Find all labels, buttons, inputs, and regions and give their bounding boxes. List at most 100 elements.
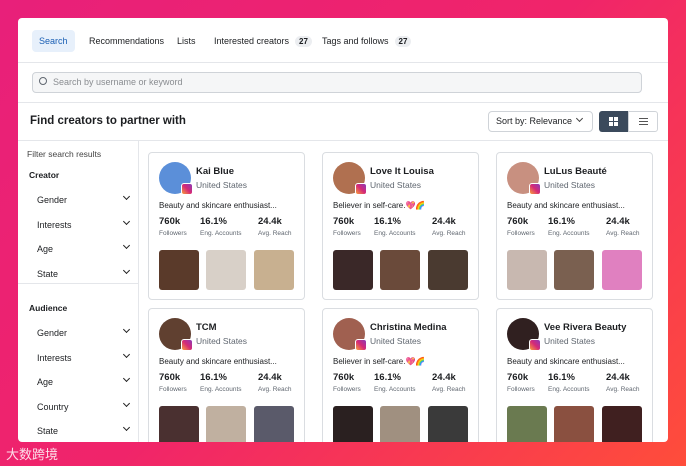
stat-value: 24.4k [432,372,456,383]
icon-line [639,121,648,122]
chevron [575,114,584,123]
stat-value: 24.4k [606,216,630,227]
post-thumbnail[interactable] [206,250,246,290]
creator-name: TCM [196,322,217,333]
creator-card[interactable]: TCM United States Beauty and skincare enth… [148,308,305,442]
tab[interactable]: Interested creators 27 [207,30,319,52]
icon-square [609,117,613,121]
creator-card[interactable]: Vee Rivera Beauty United States Beauty and… [496,308,653,442]
filter-item[interactable]: State [18,422,138,440]
instagram-badge [529,183,541,195]
divider [18,62,668,63]
filter-label: State [37,268,59,279]
watermark: 大数跨境 [6,447,59,462]
creator-bio: Beauty and skincare enthusiast... [159,357,277,366]
icon-square [609,122,613,126]
section-title: Creator [29,170,60,180]
search-placeholder: Search by username or keyword [53,77,183,87]
instagram-badge [181,183,193,195]
stat-value: 760k [333,216,355,227]
instagram-badge [181,339,193,351]
search-icon [39,77,47,85]
instagram-badge [355,339,367,351]
chevron [122,374,131,383]
creator-card[interactable]: LuLus Beauté United States Beauty and skin… [496,152,653,300]
stat-value: 16.1% [374,372,401,383]
post-thumbnail[interactable] [554,250,594,290]
list-view-button[interactable] [628,111,658,132]
creator-country: United States [544,180,596,190]
post-thumbnail[interactable] [206,406,246,442]
chevron [122,350,131,358]
post-thumbnail[interactable] [380,250,420,290]
creator-name: LuLus Beauté [544,166,607,177]
chevron [122,217,131,225]
creator-name: Kai Blue [196,166,235,177]
creator-card[interactable]: Kai Blue United States Beauty and skincare… [148,152,305,300]
filter-item[interactable]: Age [18,373,138,391]
stat-label: Avg. Reach [432,230,466,237]
tab[interactable]: Recommendations [82,30,171,52]
creator-card[interactable]: Love It Louisa United States Believer in s… [322,152,479,300]
post-thumbnail[interactable] [254,406,294,442]
tab[interactable]: Lists [170,30,203,52]
icon-square [614,122,618,126]
stat-value: 24.4k [258,372,282,383]
filter-item[interactable]: State [18,265,138,283]
stat-label: Eng. Accounts [548,386,590,393]
post-thumbnail[interactable] [333,250,373,290]
divider [18,102,668,103]
filter-item[interactable]: Age [18,240,138,258]
search-box[interactable]: Search by username or keyword [32,72,642,93]
creator-country: United States [370,180,422,190]
icon-line [639,124,648,125]
creator-bio: Beauty and skincare enthusiast... [159,201,277,210]
filter-item[interactable]: Gender [18,324,138,342]
post-thumbnail[interactable] [428,250,468,290]
creator-country: United States [544,336,596,346]
tab-count: 27 [394,36,412,47]
post-thumbnail[interactable] [380,406,420,442]
stat-label: Avg. Reach [606,230,640,237]
stat-value: 760k [159,372,181,383]
stat-value: 24.4k [432,216,456,227]
post-thumbnail[interactable] [159,406,199,442]
filter-label: Age [37,377,54,387]
tab-label: Interested creators [214,36,290,46]
stat-label: Eng. Accounts [374,230,416,237]
post-thumbnail[interactable] [602,250,642,290]
tab-label: Recommendations [89,36,165,46]
instagram-badge [529,339,541,351]
stat-label: Followers [333,386,361,393]
post-thumbnail[interactable] [254,250,294,290]
stat-value: 16.1% [200,216,227,227]
filter-item[interactable]: Interests [18,349,138,367]
stat-value: 16.1% [374,216,401,227]
filter-item[interactable]: Country [18,398,138,416]
post-thumbnail[interactable] [507,406,547,442]
creator-card[interactable]: Christina Medina United States Believer in… [322,308,479,442]
stat-label: Avg. Reach [258,386,292,393]
grid-view-button[interactable] [599,111,628,132]
chevron [122,192,131,201]
post-thumbnail[interactable] [159,250,199,290]
tab[interactable]: Search [32,30,75,52]
tab[interactable]: Tags and follows 27 [315,30,418,52]
sort-dropdown[interactable]: Sort by: Relevance [488,111,593,132]
sidebar-border [138,140,139,442]
creator-name: Christina Medina [370,322,447,333]
stat-value: 760k [507,372,529,383]
filter-item[interactable]: Interests [18,216,138,234]
creator-bio: Beauty and skincare enthusiast... [507,357,625,366]
post-thumbnail[interactable] [333,406,373,442]
post-thumbnail[interactable] [507,250,547,290]
post-thumbnail[interactable] [554,406,594,442]
stat-value: 16.1% [200,372,227,383]
stat-value: 760k [333,372,355,383]
post-thumbnail[interactable] [428,406,468,442]
filter-item[interactable]: Gender [18,191,138,209]
post-thumbnail[interactable] [602,406,642,442]
stat-value: 16.1% [548,372,575,383]
panel: Search Recommendations Lists Interested cre… [18,18,668,442]
